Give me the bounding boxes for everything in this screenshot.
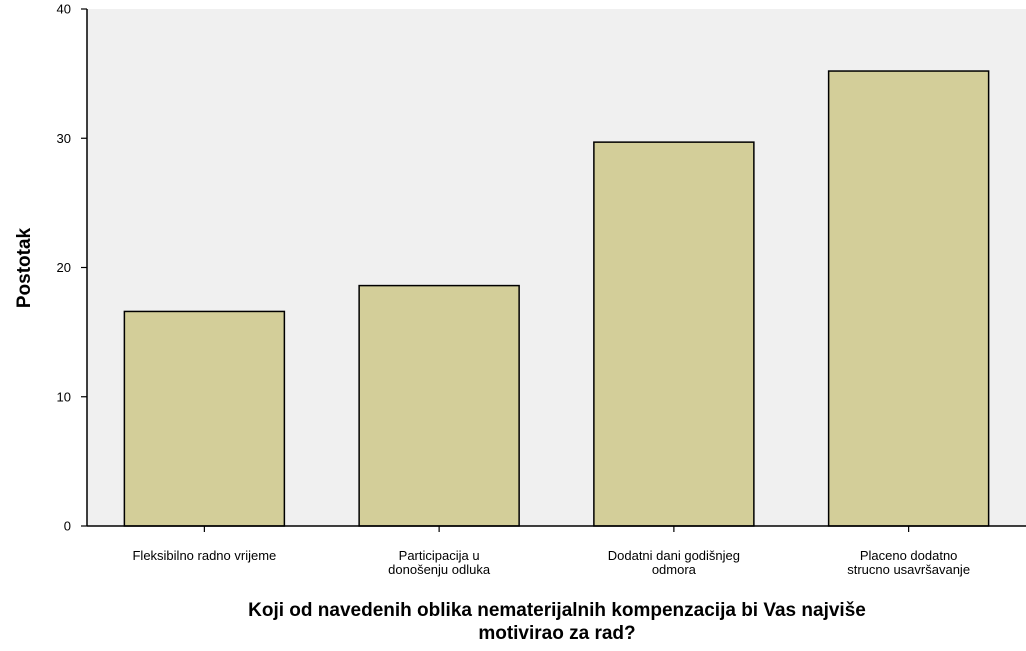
x-category-label: Participacija u donošenju odluka xyxy=(388,548,491,577)
x-category-label: Fleksibilno radno vrijeme xyxy=(132,548,276,563)
y-tick-label: 20 xyxy=(57,260,71,275)
y-axis-ticks: 0 10 20 30 40 xyxy=(57,2,87,534)
y-tick-label: 10 xyxy=(57,389,71,404)
y-tick-label: 40 xyxy=(57,2,71,17)
x-axis-category-labels: Fleksibilno radno vrijeme Participacija u… xyxy=(132,548,970,577)
bar xyxy=(593,141,755,527)
y-tick-label: 30 xyxy=(57,131,71,146)
bars xyxy=(123,70,990,527)
bar xyxy=(358,284,520,527)
x-category-label: Placeno dodatno strucno usavršavanje xyxy=(847,548,970,577)
y-tick-label: 0 xyxy=(64,519,71,534)
x-category-label: Dodatni dani godišnjeg odmora xyxy=(608,548,740,577)
x-axis-title: Koji od navedenih oblika nematerijalnih … xyxy=(248,600,866,644)
bar xyxy=(123,310,286,527)
x-axis-ticks xyxy=(203,526,910,532)
bar xyxy=(827,70,990,527)
y-axis-title: Postotak xyxy=(14,227,35,308)
